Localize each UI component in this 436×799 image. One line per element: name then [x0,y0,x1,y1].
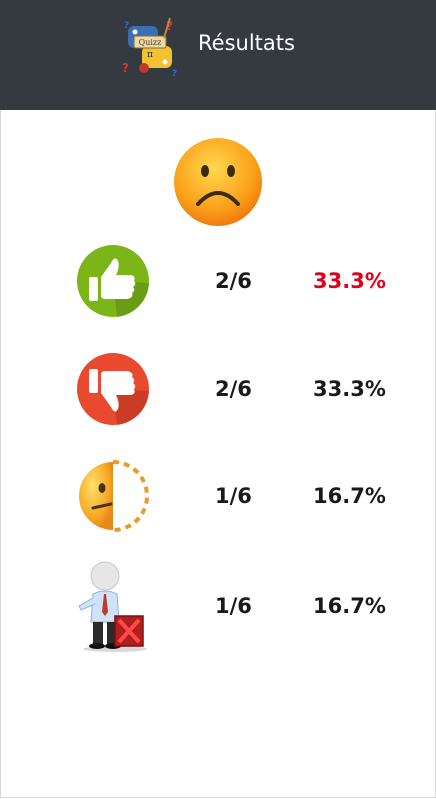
result-row-partial: 1/6 16.7% [0,458,436,548]
partial-count: 1/6 [215,484,252,508]
svg-text:?: ? [122,61,129,75]
thumbs-up-icon [77,245,149,317]
result-row-wrong: 2/6 33.3% [0,351,436,441]
result-row-correct: 2/6 33.3% [0,243,436,333]
wrong-count: 2/6 [215,377,252,401]
correct-percent: 33.3% [313,269,386,293]
svg-text:?: ? [124,21,129,31]
result-row-skipped: 1/6 16.7% [0,560,436,652]
figure-with-x-icon [78,561,147,652]
partial-percent: 16.7% [313,484,386,508]
wrong-percent: 33.3% [313,377,386,401]
half-face-icon [79,460,149,532]
skipped-percent: 16.7% [313,594,386,618]
skipped-count: 1/6 [215,594,252,618]
quizz-logo-icon: Quizz π ? ? ? ? [122,17,177,79]
thumbs-down-icon [77,353,149,425]
svg-text:π: π [147,50,153,60]
correct-count: 2/6 [215,269,252,293]
svg-text:Quizz: Quizz [139,38,162,47]
svg-text:?: ? [172,69,177,79]
svg-text:?: ? [166,19,173,33]
app-header: Quizz π ? ? ? ? Résultats [0,0,436,110]
page-title: Résultats [198,31,295,55]
sad-face-icon [174,138,262,226]
